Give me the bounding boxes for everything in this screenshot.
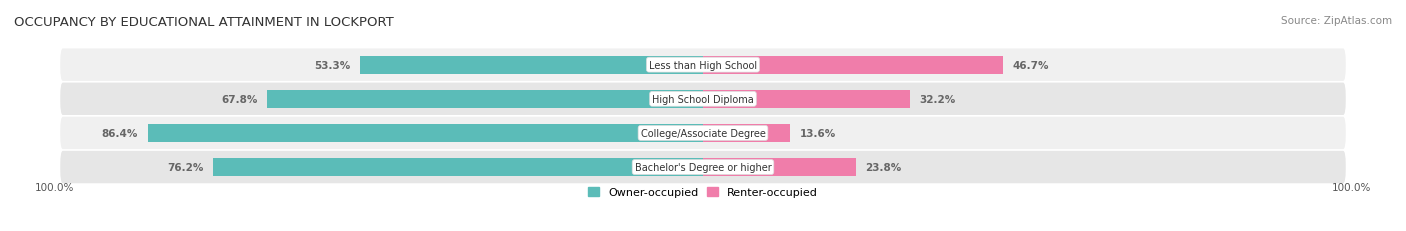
Text: 53.3%: 53.3% bbox=[315, 60, 350, 70]
Bar bbox=[703, 91, 910, 108]
FancyBboxPatch shape bbox=[60, 151, 1346, 183]
Text: 13.6%: 13.6% bbox=[800, 128, 837, 138]
Text: 76.2%: 76.2% bbox=[167, 162, 204, 172]
Text: High School Diploma: High School Diploma bbox=[652, 94, 754, 104]
Text: 46.7%: 46.7% bbox=[1012, 60, 1049, 70]
Bar bbox=[703, 57, 1002, 74]
Text: 23.8%: 23.8% bbox=[866, 162, 901, 172]
Text: Bachelor's Degree or higher: Bachelor's Degree or higher bbox=[634, 162, 772, 172]
Bar bbox=[214, 158, 703, 176]
Text: College/Associate Degree: College/Associate Degree bbox=[641, 128, 765, 138]
Bar bbox=[360, 57, 703, 74]
FancyBboxPatch shape bbox=[60, 49, 1346, 82]
Legend: Owner-occupied, Renter-occupied: Owner-occupied, Renter-occupied bbox=[583, 182, 823, 202]
Bar bbox=[267, 91, 703, 108]
Bar bbox=[703, 125, 790, 142]
Text: 100.0%: 100.0% bbox=[35, 182, 75, 192]
Bar bbox=[703, 158, 856, 176]
Text: 100.0%: 100.0% bbox=[1331, 182, 1371, 192]
Bar bbox=[148, 125, 703, 142]
FancyBboxPatch shape bbox=[60, 83, 1346, 116]
Text: 32.2%: 32.2% bbox=[920, 94, 956, 104]
Text: OCCUPANCY BY EDUCATIONAL ATTAINMENT IN LOCKPORT: OCCUPANCY BY EDUCATIONAL ATTAINMENT IN L… bbox=[14, 16, 394, 29]
Text: 86.4%: 86.4% bbox=[101, 128, 138, 138]
Text: 67.8%: 67.8% bbox=[221, 94, 257, 104]
Text: Less than High School: Less than High School bbox=[650, 60, 756, 70]
FancyBboxPatch shape bbox=[60, 117, 1346, 149]
Text: Source: ZipAtlas.com: Source: ZipAtlas.com bbox=[1281, 16, 1392, 26]
